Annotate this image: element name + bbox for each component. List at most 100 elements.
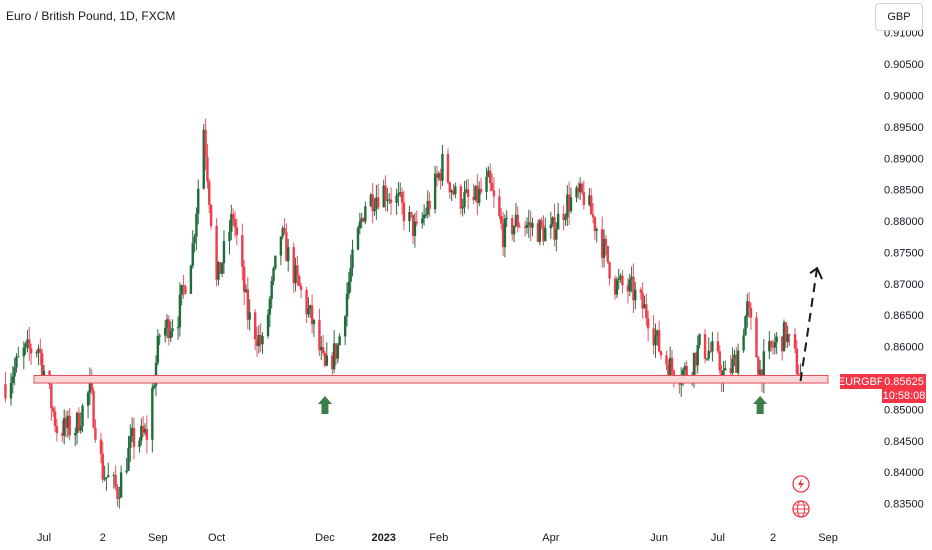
signal-arrows [317, 396, 768, 414]
y-tick-label: 0.83500 [884, 499, 924, 511]
candle [253, 309, 257, 351]
candle [512, 225, 516, 243]
candle [733, 349, 736, 367]
candle [138, 437, 141, 453]
candle [395, 188, 398, 215]
candle [184, 284, 187, 295]
candle [608, 261, 611, 286]
candle [99, 432, 103, 464]
price-axis[interactable]: 0.83500 0.84000 0.84500 0.85000 0.86000 0.865… [884, 28, 924, 511]
candle [375, 184, 378, 220]
candle [413, 212, 417, 248]
currency-button[interactable]: GBP [875, 3, 923, 31]
flash-icon[interactable] [792, 475, 810, 493]
candle [643, 295, 646, 309]
candle [602, 229, 606, 268]
candle [492, 176, 496, 209]
candle [88, 367, 92, 405]
candle [215, 218, 218, 287]
candle [255, 326, 259, 358]
projection-path[interactable] [799, 267, 819, 382]
candle [630, 266, 633, 293]
y-tick-label: 0.85000 [884, 404, 924, 416]
candle [408, 205, 411, 233]
candle [351, 239, 354, 277]
y-tick-label: 0.86500 [884, 310, 924, 322]
candle [433, 165, 437, 214]
candle [500, 208, 503, 230]
candle [39, 338, 42, 366]
candle [762, 339, 766, 394]
candle [28, 326, 31, 361]
candle [206, 144, 209, 189]
candle [588, 187, 591, 207]
candle [659, 350, 663, 360]
candle [757, 355, 760, 375]
candle [22, 341, 26, 370]
support-zone[interactable] [33, 375, 829, 384]
candle [654, 323, 657, 358]
y-tick-label: 0.89500 [884, 122, 924, 134]
candle [718, 345, 721, 375]
last-price-tag: 0.85625 [882, 374, 926, 389]
candle [529, 210, 532, 242]
candle [233, 211, 237, 238]
candle [749, 302, 753, 330]
candle [634, 281, 637, 310]
candle [246, 277, 250, 330]
candle [364, 201, 367, 225]
candle [15, 353, 18, 373]
candle [220, 261, 224, 277]
candle [169, 321, 172, 343]
x-tick-label: Oct [208, 532, 225, 544]
candle [441, 145, 444, 187]
candle [742, 328, 745, 353]
candle [259, 322, 262, 353]
candle [332, 330, 336, 374]
candle [369, 192, 373, 208]
candle [182, 274, 185, 299]
candle [4, 371, 7, 403]
candle [446, 148, 450, 185]
candle [768, 331, 771, 359]
candle [178, 282, 182, 337]
candle [176, 316, 180, 340]
candle [310, 294, 314, 334]
candle [312, 318, 316, 337]
candle [307, 297, 310, 318]
candle [242, 259, 246, 306]
candle [580, 182, 584, 195]
candle [283, 218, 286, 235]
candle [105, 477, 108, 491]
candle [569, 187, 573, 214]
candle [465, 179, 468, 194]
candle [167, 315, 171, 346]
candle [349, 254, 352, 293]
x-tick-label: 2023 [371, 532, 395, 544]
candle [415, 210, 418, 227]
candle [698, 333, 701, 349]
candle [336, 342, 340, 364]
candle [180, 284, 183, 306]
candle [562, 205, 565, 231]
candle [197, 179, 200, 225]
candle [171, 319, 174, 338]
candle [114, 465, 117, 491]
symbol-tag: EURGBP [837, 374, 885, 389]
candle [461, 198, 464, 217]
candle [92, 387, 95, 429]
candle [298, 274, 301, 287]
candle [621, 270, 624, 294]
candle [641, 282, 644, 319]
globe-icon[interactable] [792, 500, 810, 518]
candle [652, 315, 655, 355]
candle [209, 203, 213, 230]
time-axis[interactable]: Jul 2 Sep Oct Dec 2023 Feb Apr Jun Jul 2 Sep [37, 532, 838, 544]
candle [793, 328, 797, 354]
candle [564, 213, 567, 226]
candle [474, 185, 477, 202]
y-tick-label: 0.84000 [884, 467, 924, 479]
candle [746, 293, 749, 328]
chart-title: Euro / British Pound, 1D, FXCM [6, 9, 176, 23]
